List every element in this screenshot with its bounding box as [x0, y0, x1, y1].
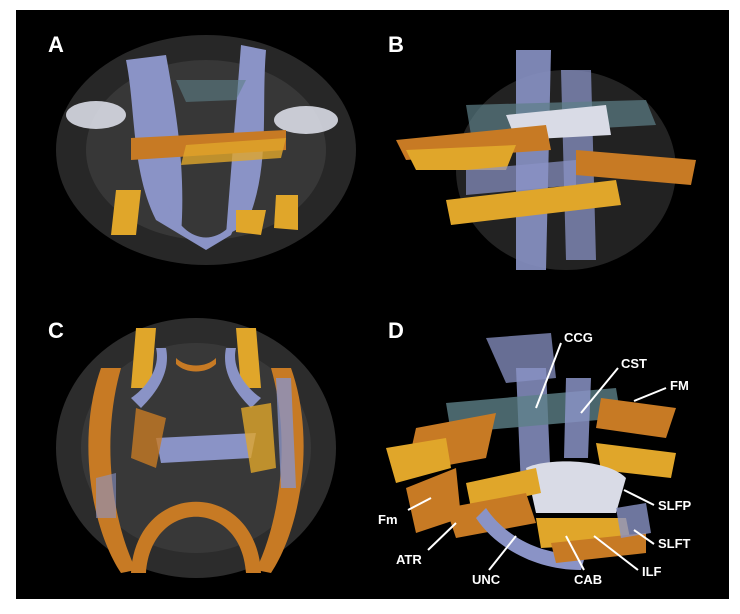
label-ilf: ILF	[642, 564, 662, 579]
panel-b-label: B	[388, 32, 404, 57]
panel-c-label: C	[48, 318, 64, 343]
panel-a: A	[36, 20, 376, 300]
panel-a-label: A	[48, 32, 64, 57]
slfp-pointer	[623, 489, 655, 506]
figure-frame: A B	[16, 10, 729, 599]
unc-pointer	[488, 535, 517, 571]
label-slfp: SLFP	[658, 498, 692, 513]
fm-upper-pointer	[633, 387, 667, 402]
panel-c-image	[56, 318, 336, 578]
ilf-pointer	[593, 535, 639, 571]
fm-lower-pointer	[407, 497, 432, 511]
atr-pointer	[427, 522, 457, 551]
label-cab: CAB	[574, 572, 603, 587]
slft-pointer	[633, 529, 655, 545]
label-fm-lower: Fm	[378, 512, 398, 527]
label-fm-upper: FM	[670, 378, 689, 393]
label-slft: SLFT	[658, 536, 691, 551]
panel-b: B	[376, 20, 716, 300]
panel-b-image	[396, 50, 696, 270]
panel-d: D CCG CST FM SLFP SLFT ILF CAB UNC ATR F…	[376, 308, 716, 588]
cst-pointer	[580, 367, 619, 414]
panel-c: C	[36, 308, 376, 588]
label-atr: ATR	[396, 552, 422, 567]
panel-d-label: D	[388, 318, 404, 343]
label-ccg: CCG	[564, 330, 593, 345]
cab-pointer	[565, 535, 585, 571]
panel-a-image	[56, 35, 356, 265]
ccg-pointer	[535, 342, 562, 409]
label-unc: UNC	[472, 572, 501, 587]
panel-d-image	[386, 333, 676, 571]
label-cst: CST	[621, 356, 647, 371]
